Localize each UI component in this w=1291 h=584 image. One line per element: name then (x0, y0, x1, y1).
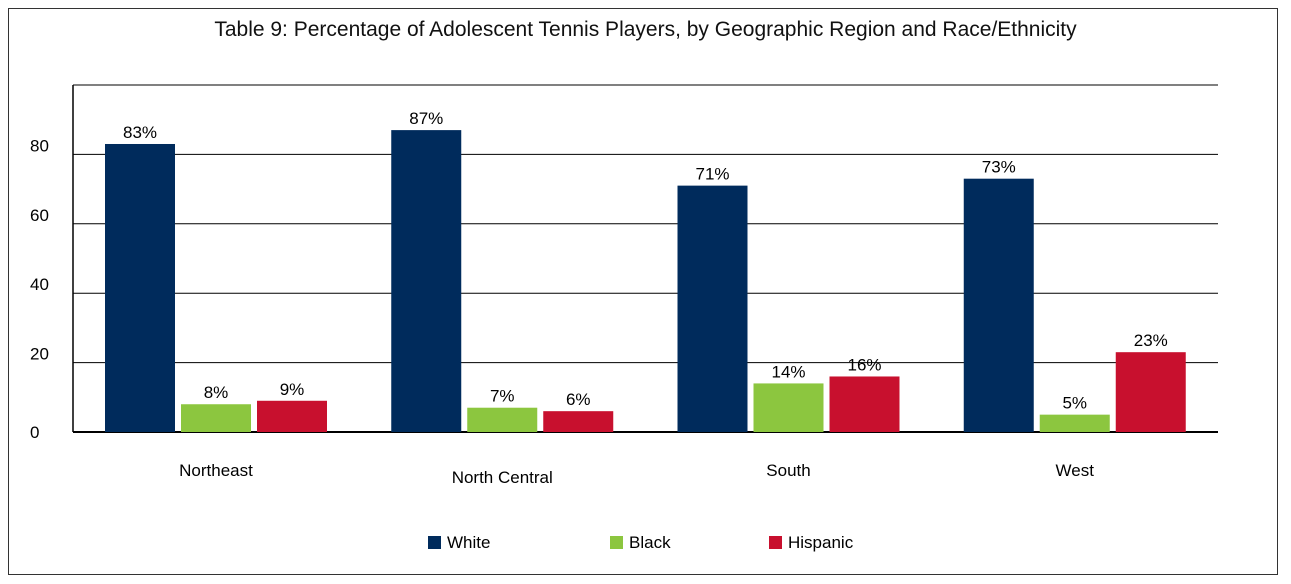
data-label: 9% (280, 380, 305, 399)
bar-hispanic (1115, 352, 1186, 432)
y-tick-label: 60 (30, 206, 49, 225)
bar-hispanic (829, 376, 900, 432)
data-label: 71% (695, 165, 729, 184)
y-tick-label: 40 (30, 275, 49, 294)
data-label: 16% (847, 355, 881, 374)
category-label: South (766, 461, 810, 480)
data-label: 6% (566, 390, 591, 409)
data-label: 83% (123, 123, 157, 142)
chart-title: Table 9: Percentage of Adolescent Tennis… (214, 18, 1077, 41)
bar-black (467, 407, 538, 432)
bar-hispanic (543, 411, 614, 432)
bar-white (963, 178, 1034, 432)
category-label: Northeast (179, 461, 253, 480)
chart-frame (8, 8, 1278, 575)
category-label: North Central (452, 468, 553, 487)
data-label: 14% (771, 362, 805, 381)
legend-swatch (428, 536, 441, 549)
bar-black (1039, 414, 1110, 432)
bar-black (181, 404, 251, 432)
bar-white (105, 143, 175, 433)
bar-black (753, 383, 824, 432)
y-tick-label: 20 (30, 345, 49, 364)
legend-label: Black (629, 533, 671, 552)
bar-white (391, 130, 462, 433)
legend-swatch (769, 536, 782, 549)
category-label: West (1056, 461, 1095, 480)
legend-swatch (610, 536, 623, 549)
data-label: 8% (204, 383, 229, 402)
y-tick-label: 80 (30, 136, 49, 155)
legend-label: White (447, 533, 490, 552)
data-label: 73% (982, 158, 1016, 177)
data-label: 23% (1134, 331, 1168, 350)
data-label: 5% (1062, 394, 1087, 413)
legend-label: Hispanic (788, 533, 854, 552)
data-label: 87% (409, 109, 443, 128)
data-label: 7% (490, 387, 515, 406)
bar-white (677, 185, 748, 432)
bar-hispanic (257, 400, 327, 432)
y-tick-label: 0 (30, 423, 39, 442)
